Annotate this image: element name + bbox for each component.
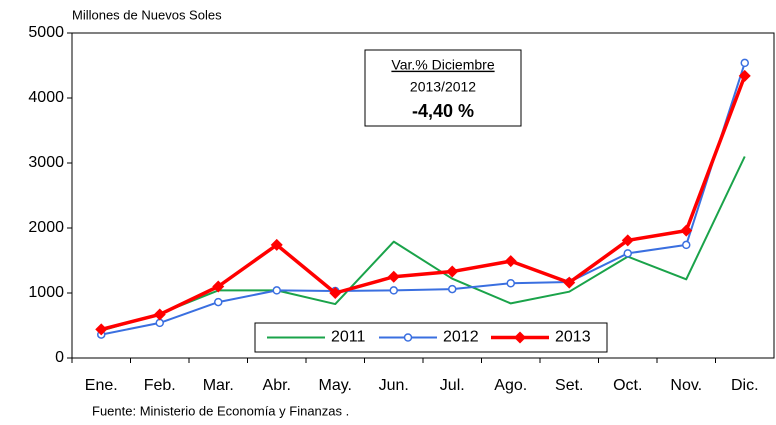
marker — [623, 249, 632, 258]
y-tick-label: 2000 — [28, 219, 64, 236]
marker — [272, 286, 281, 295]
marker — [504, 255, 517, 268]
x-tick-label: Nov. — [670, 377, 702, 394]
source: Fuente: Ministerio de Economía y Finanza… — [92, 403, 349, 418]
x-tick-label: Jul. — [440, 377, 465, 394]
x-tick-label: Mar. — [203, 377, 234, 394]
x-tick-label: Abr. — [263, 377, 291, 394]
series-line — [100, 75, 747, 332]
marker — [738, 69, 751, 82]
legend-label: 2013 — [555, 329, 591, 346]
marker — [514, 331, 526, 344]
marker — [214, 297, 223, 307]
annotation-value: -4,40 % — [412, 101, 474, 121]
marker — [153, 308, 166, 321]
annotation-box — [364, 49, 522, 127]
marker — [403, 333, 413, 342]
y-tick-label: 3000 — [28, 154, 64, 171]
x-tick-label: Ene. — [85, 377, 118, 394]
marker — [682, 240, 691, 250]
marker — [329, 287, 342, 299]
marker — [740, 58, 749, 68]
annotation-subtitle: 2013/2012 — [410, 79, 476, 95]
annotation-title: Var.% Diciembre — [391, 57, 494, 73]
y-tick-label: 5000 — [28, 24, 64, 41]
marker — [563, 276, 576, 289]
marker — [621, 234, 634, 247]
x-tick-label: Oct. — [613, 377, 642, 394]
x-tick-label: Feb. — [144, 377, 176, 394]
x-tick-label: Ago. — [494, 377, 527, 394]
marker — [95, 323, 108, 336]
y-tick-label: 0 — [55, 349, 64, 366]
x-tick-label: Dic. — [731, 377, 759, 394]
x-tick-label: May. — [319, 377, 352, 394]
marker — [448, 284, 457, 294]
y-axis-label: Millones de Nuevos Soles — [72, 7, 222, 22]
x-tick-label: Jun. — [379, 377, 409, 394]
marker — [680, 224, 693, 237]
series-line — [100, 156, 746, 332]
marker — [506, 279, 515, 288]
legend: 2011 2012 2013 — [254, 322, 608, 353]
series-line — [101, 62, 746, 336]
x-tick-label: Set. — [555, 377, 583, 394]
legend-label: 2012 — [443, 329, 479, 346]
marker — [387, 270, 400, 283]
marker — [212, 280, 225, 293]
y-tick-label: 1000 — [28, 284, 64, 301]
marker — [446, 265, 459, 278]
y-tick-label: 4000 — [28, 89, 64, 106]
legend-label: 2011 — [331, 329, 366, 346]
marker — [270, 238, 283, 251]
marker — [389, 286, 398, 295]
